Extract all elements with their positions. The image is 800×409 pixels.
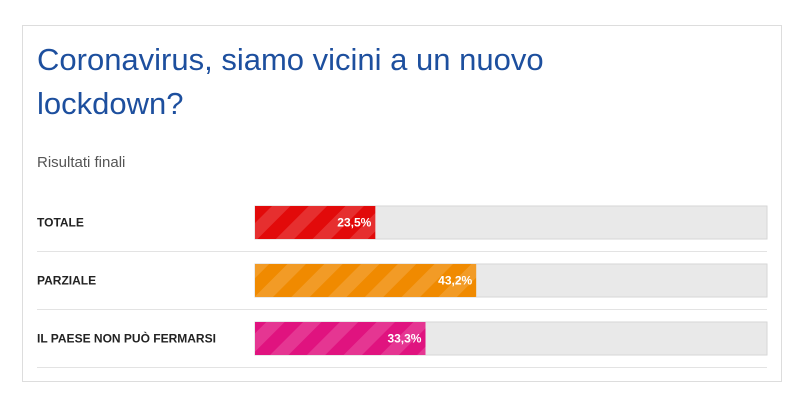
bar-stripes [255, 322, 426, 355]
subtitle: Risultati finali [37, 154, 125, 171]
option-label: PARZIALE [37, 274, 96, 288]
bar-value-label: 33,3% [387, 332, 421, 346]
title-line: lockdown? [37, 86, 183, 121]
option-label: TOTALE [37, 216, 84, 230]
option-label: IL PAESE NON PUÒ FERMARSI [37, 331, 216, 346]
bar-value-label: 23,5% [337, 216, 371, 230]
bar-stripes [255, 264, 477, 297]
bar-stripes [255, 206, 376, 239]
title-line: Coronavirus, siamo vicini a un nuovo [37, 42, 544, 77]
bar-value-label: 43,2% [438, 274, 472, 288]
